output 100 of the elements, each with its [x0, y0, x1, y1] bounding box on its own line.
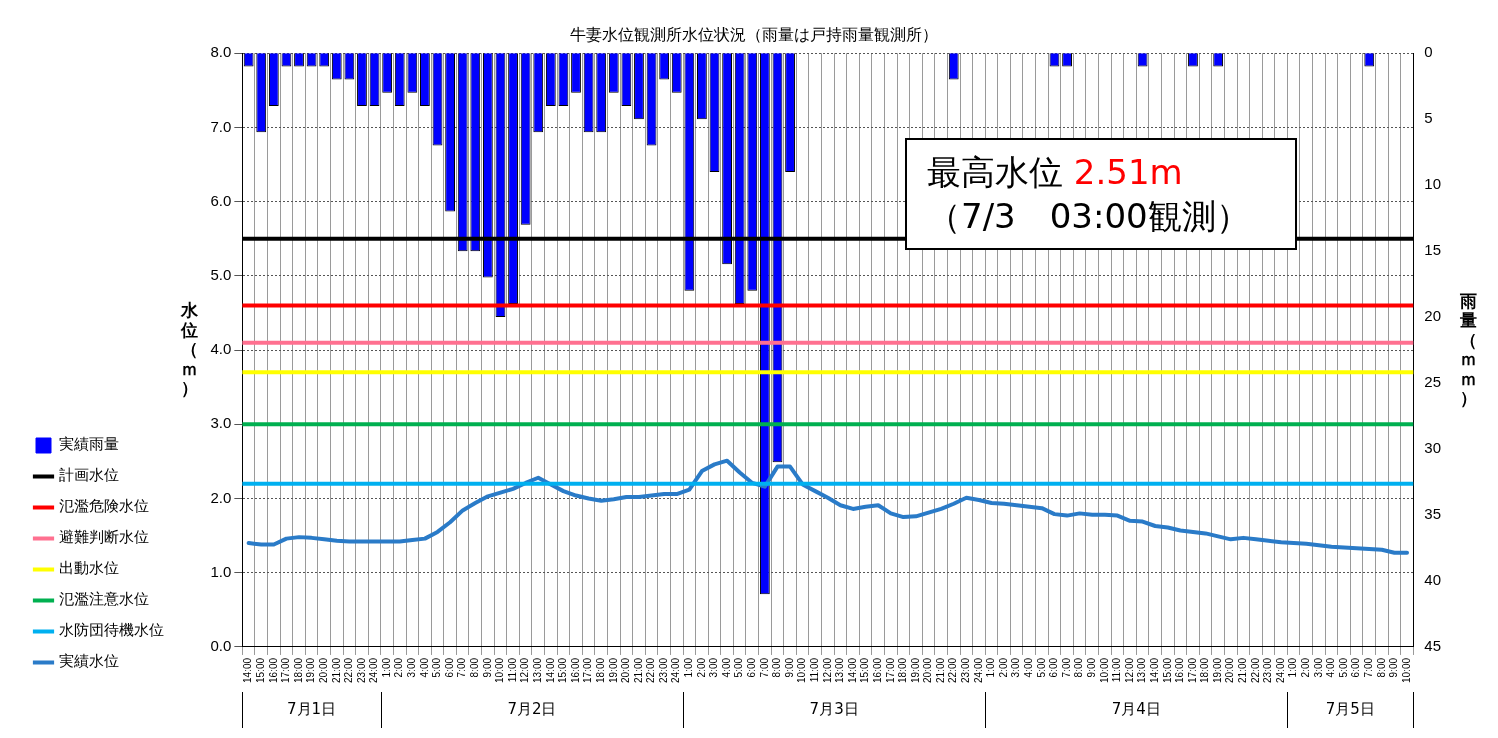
x-tick-label: 21:00 [934, 657, 946, 684]
x-tick-label: 21:00 [1237, 657, 1249, 684]
y-tick-label: 7.0 [210, 117, 232, 135]
legend-label: 避難判断水位 [58, 528, 149, 547]
x-tick-label: 15:00 [1161, 657, 1173, 684]
x-tick-label: 19:00 [305, 657, 317, 684]
x-tick-label: 14:00 [846, 657, 858, 684]
y-tick-label: 6.0 [210, 191, 232, 209]
x-tick-label: 6:00 [443, 657, 455, 678]
x-tick-label: 9:00 [481, 657, 493, 678]
x-tick-label: 17:00 [884, 657, 896, 684]
x-tick-label: 1:00 [1287, 657, 1299, 678]
annotation: 最高水位 2.51m [927, 151, 1184, 194]
y2-tick-label: 0 [1424, 43, 1433, 61]
x-tick-label: 13:00 [531, 657, 543, 684]
x-tick-label: 3:00 [406, 657, 418, 678]
x-tick-label: 2:00 [393, 657, 405, 678]
legend-label: 実績水位 [58, 652, 119, 671]
x-tick-label: 6:00 [1350, 657, 1362, 678]
x-tick-label: 1:00 [683, 657, 695, 678]
x-tick-label: 20:00 [1224, 657, 1236, 684]
x-tick-label: 24:00 [670, 657, 682, 684]
x-tick-label: 6:00 [746, 657, 758, 678]
x-tick-label: 15:00 [557, 657, 569, 684]
y2-tick-label: 15 [1424, 241, 1441, 259]
legend-label: 実績雨量 [58, 435, 119, 454]
x-tick-label: 12:00 [1123, 657, 1135, 684]
x-tick-label: 6:00 [1048, 657, 1060, 678]
y-axis-title: 水位（ｍ） [181, 300, 198, 399]
x-tick-label: 13:00 [834, 657, 846, 684]
x-tick-label: 9:00 [783, 657, 795, 678]
x-tick-label: 4:00 [1325, 657, 1337, 678]
x-tick-label: 17:00 [582, 657, 594, 684]
x-tick-label: 16:00 [871, 657, 883, 684]
y-tick-label: 3.0 [210, 414, 232, 432]
x-tick-label: 24:00 [972, 657, 984, 684]
annotation: （7/3 03:00観測） [927, 195, 1251, 239]
x-tick-label: 10:00 [1400, 657, 1412, 684]
x-tick-label: 10:00 [1098, 657, 1110, 684]
x-tick-label: 1:00 [380, 657, 392, 678]
chart-title: 牛妻水位観測所水位状況（雨量は戸持雨量観測所） [570, 24, 938, 44]
x-tick-label: 8:00 [771, 657, 783, 678]
x-tick-label: 23:00 [657, 657, 669, 684]
x-tick-label: 24:00 [1274, 657, 1286, 684]
x-tick-label: 1:00 [985, 657, 997, 678]
x-tick-label: 23:00 [1262, 657, 1274, 684]
x-tick-label: 7:00 [456, 657, 468, 678]
y-tick-label: 1.0 [210, 562, 232, 580]
y2-tick-label: 20 [1424, 307, 1441, 325]
y-tick-label: 8.0 [210, 43, 232, 61]
x-tick-label: 15:00 [859, 657, 871, 684]
x-tick-label: 5:00 [1337, 657, 1349, 678]
x-tick-label: 3:00 [708, 657, 720, 678]
x-tick-label: 10:00 [494, 657, 506, 684]
x-tick-label: 12:00 [519, 657, 531, 684]
legend-label: 氾濫危険水位 [58, 497, 149, 516]
x-tick-label: 4:00 [1023, 657, 1035, 678]
x-tick-label: 8:00 [1375, 657, 1387, 678]
x-tick-label: 24:00 [368, 657, 380, 684]
x-tick-label: 7:00 [758, 657, 770, 678]
x-tick-label: 17:00 [280, 657, 292, 684]
x-tick-label: 23:00 [355, 657, 367, 684]
x-tick-label: 22:00 [947, 657, 959, 684]
text: 7月4日 [1111, 699, 1161, 718]
x-tick-label: 14:00 [1148, 657, 1160, 684]
x-tick-label: 16:00 [267, 657, 279, 684]
x-tick-label: 19:00 [909, 657, 921, 684]
y2-tick-label: 25 [1424, 373, 1441, 391]
x-tick-label: 7:00 [1060, 657, 1072, 678]
x-tick-label: 21:00 [330, 657, 342, 684]
x-tick-label: 16:00 [1174, 657, 1186, 684]
y2-tick-label: 5 [1424, 109, 1433, 127]
x-tick-label: 2:00 [997, 657, 1009, 678]
legend-label: 計画水位 [58, 466, 119, 485]
x-tick-label: 22:00 [645, 657, 657, 684]
x-tick-label: 3:00 [1010, 657, 1022, 678]
x-tick-label: 18:00 [897, 657, 909, 684]
x-tick-label: 19:00 [1211, 657, 1223, 684]
x-tick-label: 23:00 [960, 657, 972, 684]
x-tick-label: 18:00 [594, 657, 606, 684]
y-tick-label: 5.0 [210, 266, 232, 284]
x-tick-label: 14:00 [544, 657, 556, 684]
x-tick-label: 11:00 [506, 657, 518, 683]
x-tick-label: 12:00 [821, 657, 833, 684]
x-tick-label: 22:00 [1249, 657, 1261, 684]
x-tick-label: 4:00 [720, 657, 732, 678]
legend-label: 水防団待機水位 [58, 621, 164, 640]
x-tick-label: 9:00 [1085, 657, 1097, 678]
x-tick-label: 20:00 [922, 657, 934, 684]
x-tick-label: 9:00 [1388, 657, 1400, 678]
x-tick-label: 5:00 [733, 657, 745, 678]
text: 7月5日 [1325, 699, 1375, 718]
y2-tick-label: 45 [1424, 637, 1441, 655]
x-tick-label: 18:00 [1199, 657, 1211, 684]
x-tick-label: 2:00 [1300, 657, 1312, 678]
x-tick-label: 11:00 [808, 657, 820, 683]
y2-tick-label: 30 [1424, 439, 1441, 457]
x-tick-label: 2:00 [695, 657, 707, 678]
x-tick-label: 7:00 [1363, 657, 1374, 678]
x-tick-label: 18:00 [292, 657, 304, 684]
